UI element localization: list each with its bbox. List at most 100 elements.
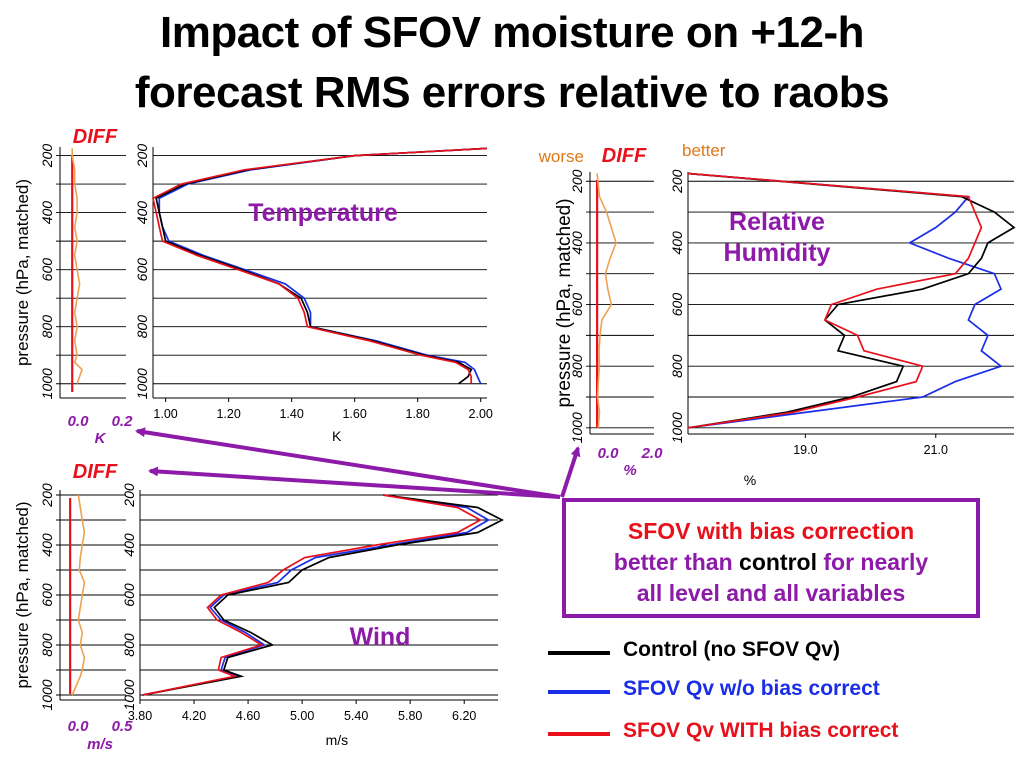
legend-label-no-bias: SFOV Qv w/o bias correct [623,677,880,700]
diff-tick-label: 2.0 [641,445,664,462]
panel-label: Wind [350,623,411,651]
legend-swatch-with-bias [548,732,610,736]
series-line-with_bias [687,172,983,429]
y-axis-label: pressure (hPa, matched) [13,179,32,366]
diff-tick-label: 0.2 [112,413,134,430]
diff-y-tick-label: 600 [569,293,585,317]
panel-label: Temperature [248,199,398,227]
y-tick-label: 1000 [669,412,685,443]
x-tick-label: 3.80 [128,709,152,723]
x-tick-label: 19.0 [793,443,817,457]
panel-label-line-1: Relative [729,208,825,236]
x-tick-label: 1.80 [406,407,430,421]
x-axis-label: K [332,428,342,444]
y-tick-label: 400 [134,201,150,225]
arrow-to-temperature [135,427,561,499]
y-tick-label: 800 [121,633,137,657]
y-tick-label: 1000 [134,368,150,399]
x-tick-label: 1.60 [342,407,366,421]
y-tick-label: 600 [134,258,150,282]
legend-swatch-control [548,651,610,655]
series-line-no_bias [158,147,488,385]
diff-y-tick-label: 400 [39,533,55,557]
chart-humidity: 200 200 400 400 600 600 800 800 1000 1000 19.0 21.0… [538,141,1016,488]
y-tick-label: 200 [669,169,685,194]
diff-y-tick-label: 200 [39,144,55,169]
callout-arrows [135,427,581,499]
x-tick-label: 5.80 [398,709,422,723]
x-tick-label: 6.20 [452,709,476,723]
diff-y-tick-label: 800 [39,633,55,657]
x-axis-label: % [744,472,756,488]
diff-profile-line [596,173,617,428]
diff-y-tick-label: 200 [569,169,585,194]
diff-profile-line [71,148,83,384]
y-tick-label: 800 [669,354,685,378]
series-line-control [687,172,1016,429]
title-line-2: forecast RMS errors relative to raobs [134,68,890,117]
y-tick-label: 400 [669,231,685,255]
diff-unit-label: m/s [87,736,113,753]
x-tick-label: 21.0 [924,443,948,457]
legend-item-control: Control (no SFOV Qv) [548,638,1018,668]
panel-label-line-2: Humidity [724,239,831,267]
x-tick-label: 4.20 [182,709,206,723]
legend-label-with-bias: SFOV Qv WITH bias correct [623,719,899,742]
diff-tick-label: 0.0 [68,413,90,430]
diff-tick-label: 0.0 [68,718,90,735]
diff-y-tick-label: 400 [39,201,55,225]
diff-y-tick-label: 600 [39,258,55,282]
x-tick-label: 2.00 [469,407,493,421]
x-tick-label: 5.00 [290,709,314,723]
x-axis-label: m/s [326,732,349,748]
series-line-control [142,494,504,696]
arrow-to-wind [148,466,561,499]
diff-title: DIFF [73,461,118,483]
legend-item-with-bias: SFOV Qv WITH bias correct [548,719,1018,749]
diff-y-tick-label: 1000 [39,368,55,399]
arrow-to-humidity [560,446,581,498]
callout-line-1: SFOV with bias correction [627,518,915,544]
diff-y-tick-label: 800 [569,354,585,378]
legend-swatch-no-bias [548,690,610,694]
x-tick-label: 1.00 [153,407,177,421]
y-tick-label: 600 [669,293,685,317]
diff-unit-label: K [95,430,107,447]
y-axis-label: pressure (hPa, matched) [554,198,575,407]
series-line-with_bias [152,147,488,384]
y-tick-label: 200 [134,144,150,169]
diff-y-tick-label: 1000 [569,412,585,443]
y-axis-label: pressure (hPa, matched) [13,501,32,688]
callout-text-better-than: better than [613,549,740,575]
x-tick-label: 1.20 [216,407,240,421]
y-tick-label: 1000 [121,679,137,710]
title-line-1: Impact of SFOV moisture on +12-h [159,8,865,57]
worse-label: worse [538,147,584,166]
callout-box: SFOV with bias correction better than co… [562,498,980,618]
diff-y-tick-label: 1000 [39,679,55,710]
legend-item-no-bias: SFOV Qv w/o bias correct [548,677,1018,707]
diff-title: DIFF [73,126,118,148]
diff-tick-label: 0.0 [598,445,620,462]
diff-y-tick-label: 600 [39,583,55,607]
y-tick-label: 200 [121,483,137,508]
series-line-no_bias [687,172,1003,429]
x-tick-label: 4.60 [236,709,260,723]
diff-y-tick-label: 200 [39,483,55,508]
callout-text-control: control [739,549,817,575]
series-line-with_bias [142,494,483,696]
legend-label-control: Control (no SFOV Qv) [623,638,840,661]
y-tick-label: 600 [121,583,137,607]
callout-line-2: better than control for nearly [566,547,976,578]
diff-tick-label: 0.5 [112,718,134,735]
better-label: better [682,141,726,160]
diff-title: DIFF [602,145,647,167]
x-tick-label: 5.40 [344,709,368,723]
x-tick-label: 1.40 [279,407,303,421]
callout-line-3: all level and all variables [636,580,906,606]
diff-y-tick-label: 800 [39,315,55,339]
y-tick-label: 400 [121,533,137,557]
